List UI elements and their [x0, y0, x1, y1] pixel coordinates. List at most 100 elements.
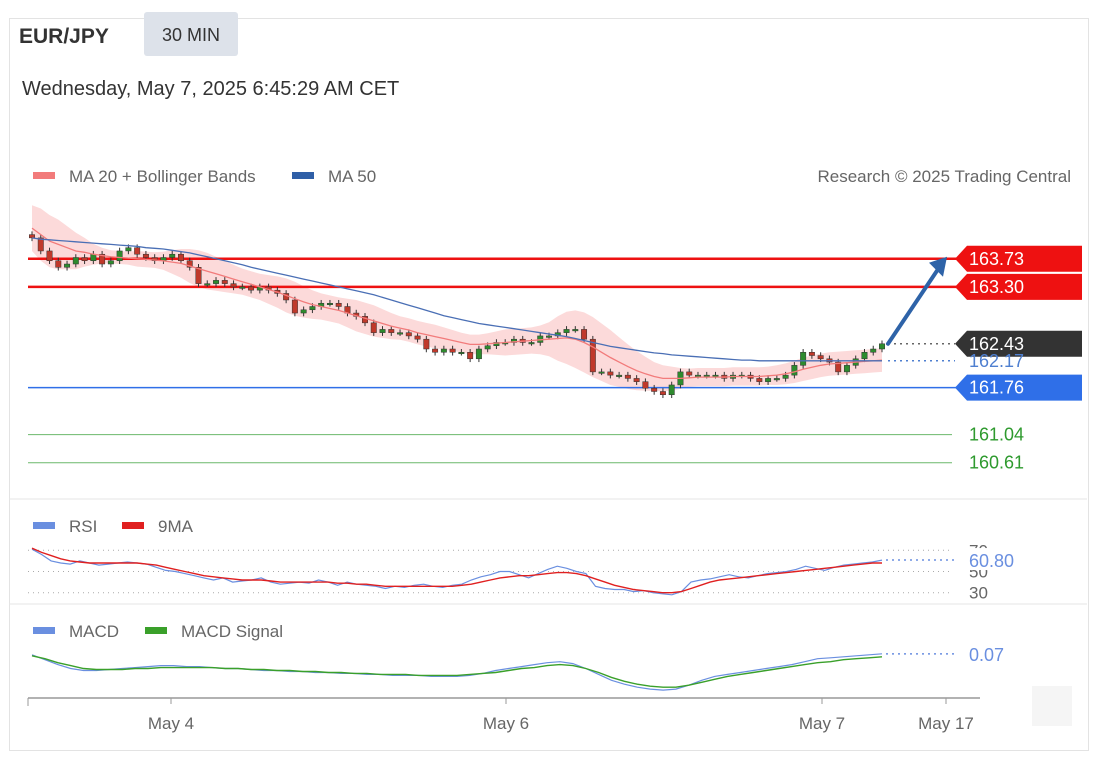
candle	[64, 263, 71, 268]
candle	[204, 283, 211, 286]
candle	[581, 329, 588, 340]
candle	[703, 374, 710, 377]
candle	[563, 329, 570, 333]
candle	[46, 250, 53, 262]
candle	[186, 260, 193, 268]
candle	[668, 384, 675, 396]
candle	[861, 352, 868, 360]
candle	[458, 352, 465, 355]
rsi-legend: RSI 9MA	[33, 517, 194, 536]
candle	[300, 309, 307, 314]
support-price-label: 161.76	[969, 378, 1024, 398]
candle	[248, 286, 255, 291]
candle	[712, 374, 719, 377]
symbol-title: EUR/JPY	[19, 25, 109, 48]
ma50-line	[31, 237, 882, 362]
candle	[835, 361, 842, 373]
candle	[695, 374, 701, 377]
candle	[598, 371, 605, 374]
rsi-last-value: 60.80	[969, 551, 1014, 571]
candle	[791, 365, 798, 376]
timeframe-button[interactable]: 30 MIN	[144, 12, 238, 56]
candle	[817, 355, 824, 360]
candle	[55, 260, 62, 268]
resistance-price-tag	[955, 245, 1082, 272]
candle	[773, 378, 780, 381]
candle	[589, 338, 596, 373]
candle	[467, 352, 474, 360]
rsi-tick-label: 30	[969, 584, 988, 603]
candle	[142, 253, 149, 258]
rsi-legend-swatch	[33, 522, 55, 529]
candle	[29, 234, 35, 239]
candle	[765, 378, 772, 382]
rsi-legend-label: RSI	[69, 517, 97, 536]
forecast-arrow-shaft	[886, 265, 941, 346]
ma20-legend-label: MA 20 + Bollinger Bands	[69, 167, 256, 186]
rsi-line	[31, 548, 883, 596]
candle	[134, 247, 141, 255]
macd-signal-legend-label: MACD Signal	[181, 622, 283, 641]
time-axis-label: May 4	[148, 714, 194, 733]
candle	[642, 381, 649, 389]
candle	[624, 374, 631, 379]
candle	[99, 253, 106, 265]
candle	[213, 280, 219, 284]
candle	[475, 348, 482, 360]
candle	[686, 371, 693, 376]
ma50-legend-swatch	[292, 172, 314, 179]
macd-legend: MACD MACD Signal	[33, 622, 283, 641]
rsi-value-backdrop	[965, 548, 1025, 571]
candle	[659, 391, 666, 396]
candle	[800, 352, 807, 366]
candle	[879, 343, 885, 350]
rsi-9ma-line	[31, 547, 882, 594]
candle	[195, 267, 202, 284]
macd-legend-swatch	[33, 627, 55, 634]
candle	[125, 247, 132, 252]
candle	[397, 332, 404, 335]
candle	[843, 365, 850, 373]
ma20-line	[31, 227, 883, 380]
candle	[423, 338, 430, 350]
candle	[169, 253, 176, 258]
candle	[440, 348, 447, 353]
candle	[37, 237, 44, 252]
target-price-label: 161.04	[969, 425, 1024, 445]
candle	[230, 283, 237, 288]
candle	[90, 253, 97, 262]
candle	[309, 306, 316, 311]
candle	[546, 335, 552, 338]
candle	[239, 286, 246, 289]
candle	[72, 257, 79, 265]
candle	[116, 250, 123, 262]
candle	[335, 302, 342, 307]
candle	[414, 335, 421, 340]
last-price-price-label: 162.43	[969, 334, 1024, 354]
candle	[633, 378, 640, 382]
rsi-9ma-legend-label: 9MA	[158, 517, 194, 536]
candle	[151, 257, 158, 262]
candle	[221, 280, 228, 284]
macd-signal-line	[31, 655, 883, 688]
candle	[178, 253, 184, 262]
candle	[510, 338, 517, 343]
candle	[326, 302, 333, 305]
candle	[756, 378, 763, 382]
candle	[370, 322, 377, 333]
timestamp: Wednesday, May 7, 2025 6:45:29 AM CET	[22, 78, 400, 100]
candle	[651, 387, 658, 392]
candle	[432, 348, 439, 353]
resistance-price-tag	[955, 273, 1082, 300]
macd-legend-label: MACD	[69, 622, 119, 641]
support-price-tag	[955, 374, 1082, 401]
candle	[808, 352, 815, 356]
time-axis-label: May 6	[483, 714, 529, 733]
forecast-arrow-head	[929, 256, 947, 277]
candle	[528, 342, 535, 345]
ma50-legend-label: MA 50	[328, 167, 376, 186]
candle	[388, 329, 395, 333]
bollinger-band	[32, 205, 882, 392]
resistance-price-label: 163.30	[969, 277, 1024, 297]
